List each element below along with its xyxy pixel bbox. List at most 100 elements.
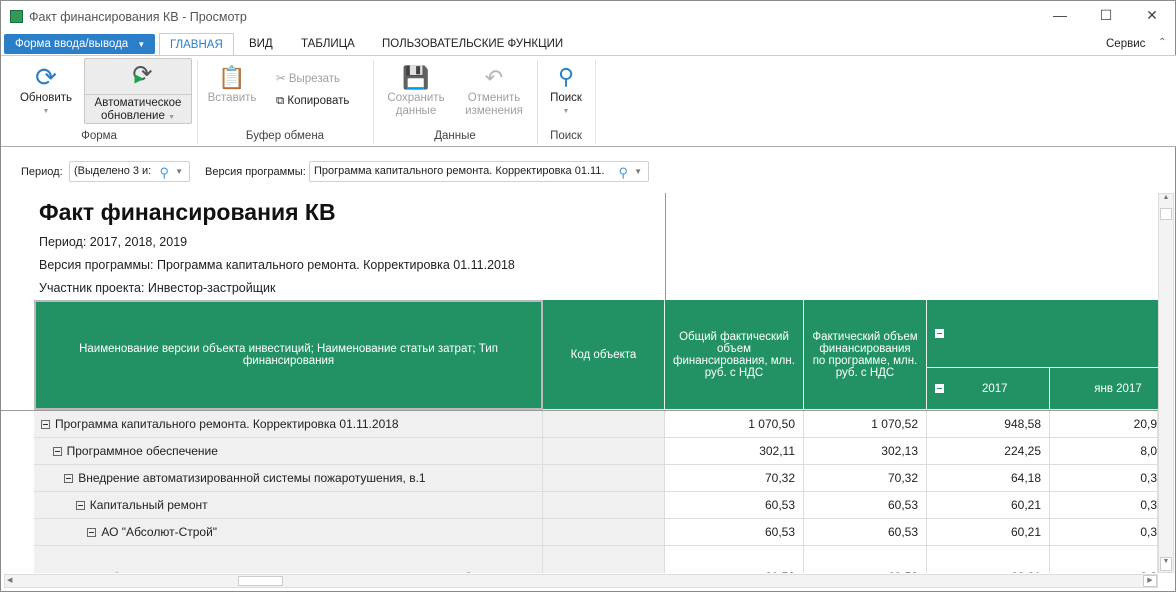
- collapse-tree-icon[interactable]: [52, 446, 62, 456]
- row-name: Программа капитального ремонта. Корректи…: [55, 417, 399, 431]
- cell-program[interactable]: 1 070,52: [804, 411, 927, 438]
- cell-total[interactable]: 60,53: [665, 519, 804, 546]
- search-icon[interactable]: ⚲: [159, 165, 169, 180]
- chevron-down-icon[interactable]: ▼: [175, 167, 183, 176]
- row-name: АО "Абсолют-Строй": [101, 525, 218, 539]
- scroll-up-icon[interactable]: ▲: [1162, 194, 1170, 201]
- cell-code[interactable]: [543, 465, 665, 492]
- scroll-right-icon[interactable]: ▶: [1143, 575, 1157, 587]
- search-icon[interactable]: ⚲: [618, 165, 628, 180]
- paste-label: Вставить: [207, 92, 257, 104]
- cell-program[interactable]: 70,32: [804, 465, 927, 492]
- scroll-left-icon[interactable]: ◀: [7, 577, 13, 584]
- cell-name[interactable]: Капитальный ремонт: [34, 492, 543, 519]
- cell-total[interactable]: 60,53: [665, 492, 804, 519]
- header-code[interactable]: Код объекта: [543, 300, 665, 410]
- cut-button[interactable]: ✂ Вырезать: [276, 73, 340, 86]
- scroll-down-icon[interactable]: ▼: [1160, 557, 1172, 571]
- cell-month[interactable]: 0,3: [1050, 546, 1158, 573]
- paste-icon: 📋: [218, 65, 246, 90]
- scroll-thumb[interactable]: [1160, 208, 1172, 220]
- table-row[interactable]: Внедрение автоматизированной системы пож…: [1, 465, 1158, 492]
- refresh-button[interactable]: ⟳ Обновить ▼: [11, 62, 81, 122]
- horizontal-scrollbar[interactable]: ◀ ▶: [4, 574, 1158, 588]
- service-menu[interactable]: Сервис: [1106, 38, 1146, 50]
- table-row[interactable]: Автоматизированная система управления по…: [1, 546, 1158, 573]
- cell-month[interactable]: 0,3: [1050, 465, 1158, 492]
- copy-button[interactable]: ⧉ Копировать: [276, 95, 349, 108]
- header-month[interactable]: янв 2017: [1050, 368, 1158, 410]
- auto-refresh-button[interactable]: ⟳▶ Автоматическое обновление ▼: [84, 58, 192, 124]
- table-row[interactable]: АО "Абсолют-Строй" 60,53 60,53 60,21 0,3: [1, 519, 1158, 546]
- tab-user-functions[interactable]: ПОЛЬЗОВАТЕЛЬСКИЕ ФУНКЦИИ: [382, 38, 564, 50]
- cell-total[interactable]: 70,32: [665, 465, 804, 492]
- collapse-tree-icon[interactable]: [41, 419, 50, 429]
- maximize-icon[interactable]: ☐: [1099, 7, 1113, 23]
- tab-view[interactable]: ВИД: [249, 38, 273, 50]
- tab-home[interactable]: ГЛАВНАЯ: [159, 33, 234, 56]
- save-data-button[interactable]: 💾 Сохранить данные: [381, 64, 451, 118]
- table-row[interactable]: Программное обеспечение 302,11 302,13 224,2…: [1, 438, 1158, 465]
- tab-table[interactable]: ТАБЛИЦА: [301, 38, 355, 50]
- group-data-label: Данные: [434, 130, 476, 142]
- group-clipboard-label: Буфер обмена: [245, 130, 325, 142]
- collapse-tree-icon[interactable]: [64, 473, 74, 483]
- table-row[interactable]: Программа капитального ремонта. Корректи…: [1, 411, 1158, 438]
- cell-year[interactable]: 948,58: [927, 411, 1050, 438]
- cell-program[interactable]: 60,53: [804, 519, 927, 546]
- table-row[interactable]: Капитальный ремонт 60,53 60,53 60,21 0,3: [1, 492, 1158, 519]
- version-combo[interactable]: Программа капитального ремонта. Корректи…: [309, 161, 649, 182]
- cell-code[interactable]: [543, 546, 665, 573]
- search-label: Поиск: [550, 92, 582, 104]
- cell-year[interactable]: 64,18: [927, 465, 1050, 492]
- header-total[interactable]: Общий фактический объем финансирования, …: [665, 300, 804, 410]
- period-combo[interactable]: (Выделено 3 и: ⚲ ▼: [69, 161, 190, 182]
- collapse-tree-icon[interactable]: [87, 527, 97, 537]
- paste-button[interactable]: 📋 Вставить: [201, 64, 263, 105]
- header-year[interactable]: 2017: [927, 368, 1050, 410]
- row-name: Внедрение автоматизированной системы пож…: [78, 471, 426, 485]
- header-period-group[interactable]: [927, 300, 1158, 368]
- collapse-tree-icon[interactable]: [75, 500, 85, 510]
- cell-name[interactable]: Программное обеспечение: [34, 438, 543, 465]
- collapse-icon[interactable]: [935, 384, 944, 393]
- cell-month[interactable]: 8,0: [1050, 438, 1158, 465]
- undo-changes-button[interactable]: ↶ Отменить изменения: [458, 64, 530, 118]
- divider: [537, 60, 538, 144]
- cell-month[interactable]: 0,3: [1050, 519, 1158, 546]
- cell-name[interactable]: Внедрение автоматизированной системы пож…: [34, 465, 543, 492]
- chevron-down-icon[interactable]: ▼: [634, 167, 642, 176]
- header-program[interactable]: Фактический объем финансирования по прог…: [804, 300, 927, 410]
- cell-month[interactable]: 0,3: [1050, 492, 1158, 519]
- cell-program[interactable]: 302,13: [804, 438, 927, 465]
- cell-year[interactable]: 60,21: [927, 546, 1050, 573]
- cell-name[interactable]: АО "Абсолют-Строй": [34, 519, 543, 546]
- vertical-scrollbar[interactable]: ▲ ▼: [1158, 193, 1174, 573]
- cell-name[interactable]: Программа капитального ремонта. Корректи…: [34, 411, 543, 438]
- search-button[interactable]: ⚲ Поиск ▼: [541, 62, 591, 118]
- collapse-icon[interactable]: [935, 329, 944, 338]
- cell-code[interactable]: [543, 519, 665, 546]
- cell-name[interactable]: Автоматизированная система управления по…: [34, 546, 543, 573]
- cell-total[interactable]: 1 070,50: [665, 411, 804, 438]
- cell-total[interactable]: 60,53: [665, 546, 804, 573]
- cell-year[interactable]: 60,21: [927, 519, 1050, 546]
- close-icon[interactable]: ✕: [1146, 7, 1158, 23]
- form-io-button[interactable]: Форма ввода/вывода ▼: [4, 34, 155, 54]
- minimize-icon[interactable]: —: [1053, 7, 1067, 23]
- object-link[interactable]: Автоматизированная система управления по…: [113, 570, 472, 573]
- app-icon: [10, 10, 23, 23]
- collapse-ribbon-icon[interactable]: ⌃: [1158, 37, 1167, 48]
- cell-program[interactable]: 60,53: [804, 492, 927, 519]
- undo-icon: ↶: [484, 65, 504, 90]
- header-name[interactable]: Наименование версии объекта инвестиций; …: [34, 300, 543, 410]
- cell-year[interactable]: 224,25: [927, 438, 1050, 465]
- cell-total[interactable]: 302,11: [665, 438, 804, 465]
- cell-month[interactable]: 20,9: [1050, 411, 1158, 438]
- cell-code[interactable]: [543, 411, 665, 438]
- cell-code[interactable]: [543, 492, 665, 519]
- cell-code[interactable]: [543, 438, 665, 465]
- cell-year[interactable]: 60,21: [927, 492, 1050, 519]
- cell-program[interactable]: 60,53: [804, 546, 927, 573]
- scroll-thumb[interactable]: [238, 576, 283, 586]
